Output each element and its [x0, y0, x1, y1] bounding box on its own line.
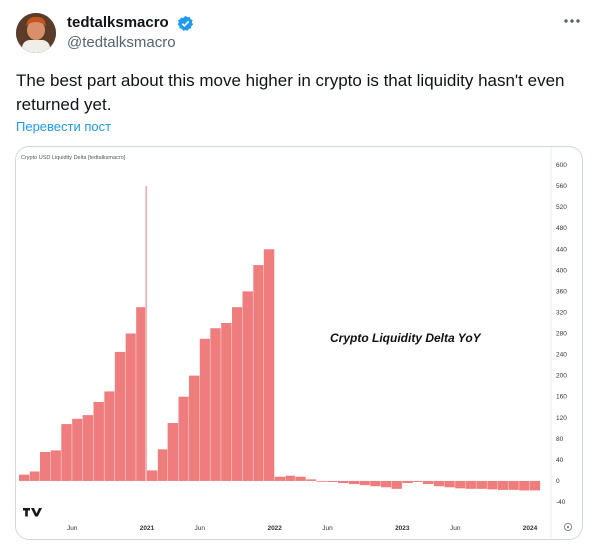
- y-tick-label: 440: [556, 246, 567, 253]
- chart-bar: [530, 480, 541, 491]
- x-tick-label: Jun: [195, 525, 206, 532]
- chart-bar: [402, 480, 413, 484]
- chart-bar: [348, 480, 360, 485]
- chart-bar: [114, 351, 126, 481]
- liquidity-delta-chart: Crypto USD Liquidity Delta [tedtalksmacr…: [19, 147, 573, 539]
- chart-bar: [221, 322, 232, 481]
- chart-bar: [455, 480, 466, 489]
- x-tick-label: Jun: [322, 525, 333, 532]
- chart-bar: [476, 480, 487, 489]
- chart-bar: [19, 474, 30, 481]
- chart-bar: [210, 328, 221, 481]
- author-name[interactable]: tedtalksmacro: [67, 14, 169, 31]
- more-options-icon[interactable]: [563, 12, 581, 30]
- chart-bar: [359, 480, 370, 486]
- chart-bar: [433, 480, 444, 487]
- chart-bar: [465, 480, 477, 489]
- x-tick-label: 2022: [267, 525, 282, 532]
- y-tick-label: 520: [556, 204, 567, 211]
- chart-bar: [497, 480, 509, 490]
- y-tick-label: 280: [556, 331, 567, 338]
- y-tick-label: 40: [556, 457, 564, 464]
- y-tick-label: 360: [556, 288, 567, 295]
- post-text: The best part about this move higher in …: [16, 71, 565, 114]
- chart-bar: [50, 450, 61, 481]
- y-tick-label: 320: [556, 309, 567, 316]
- chart-bar: [285, 475, 295, 481]
- chart-bar: [316, 480, 328, 482]
- chart-bar: [274, 476, 286, 481]
- chart-bar: [104, 391, 115, 481]
- x-tick-label: 2024: [523, 525, 538, 532]
- chart-bar: [391, 480, 402, 489]
- y-tick-label: 600: [556, 162, 567, 169]
- chart-title: Crypto USD Liquidity Delta [tedtalksmacr…: [21, 155, 126, 161]
- x-tick-label: 2021: [140, 525, 155, 532]
- y-tick-label: 0: [556, 478, 560, 485]
- chart-bar: [242, 291, 253, 481]
- chart-bar: [167, 423, 179, 481]
- chart-bar: [61, 424, 72, 481]
- y-tick-label: 120: [556, 415, 567, 422]
- chart-bar: [337, 480, 349, 484]
- chart-bar: [145, 186, 147, 481]
- tradingview-logo-icon: [23, 508, 42, 517]
- chart-bar: [93, 401, 104, 481]
- chart-annotation: Crypto Liquidity Delta YoY: [330, 331, 482, 345]
- avatar[interactable]: [16, 13, 56, 53]
- y-tick-label: 480: [556, 225, 567, 232]
- chart-bar: [82, 415, 94, 481]
- x-tick-label: Jun: [450, 525, 461, 532]
- y-axis-ticks: 6005605204804404003603202802402001601208…: [556, 162, 567, 506]
- y-tick-label: 400: [556, 267, 567, 274]
- bars-group: [19, 186, 541, 491]
- y-tick-label: 240: [556, 352, 567, 359]
- y-tick-label: 80: [556, 436, 564, 443]
- chart-bar: [422, 480, 434, 485]
- chart-bar: [370, 480, 381, 487]
- chart-bar: [188, 375, 200, 481]
- chart-bar: [487, 480, 498, 490]
- chart-bar: [136, 307, 146, 481]
- chart-bar: [29, 471, 40, 481]
- chart-bar: [157, 449, 168, 481]
- y-tick-label: 560: [556, 183, 567, 190]
- chart-bar: [519, 480, 530, 491]
- x-tick-label: Jun: [67, 525, 78, 532]
- chart-bar: [253, 265, 264, 481]
- x-axis-ticks: Jun 2021 Jun 2022 Jun 2023 Jun 2024: [67, 525, 538, 532]
- chart-bar: [199, 338, 210, 481]
- chart-bar: [381, 480, 392, 488]
- chart-bar: [178, 396, 189, 481]
- chart-bar: [72, 418, 83, 481]
- chart-bar: [444, 480, 455, 488]
- chart-bar: [508, 480, 519, 490]
- chart-bar: [306, 479, 317, 481]
- chart-bar: [327, 480, 338, 482]
- chart-bar: [147, 470, 158, 481]
- verified-badge-icon: [177, 15, 194, 31]
- chart-bar: [295, 476, 306, 481]
- chart-bar: [39, 451, 51, 481]
- chart-bar: [232, 307, 243, 481]
- y-tick-label: -40: [556, 499, 566, 506]
- translate-post-link[interactable]: Перевести пост: [16, 119, 112, 134]
- y-tick-label: 200: [556, 373, 567, 380]
- y-tick-label: 160: [556, 394, 567, 401]
- x-tick-label: 2023: [395, 525, 410, 532]
- settings-icon[interactable]: [563, 522, 573, 532]
- chart-image[interactable]: Crypto USD Liquidity Delta [tedtalksmacr…: [15, 146, 583, 540]
- chart-bar: [125, 333, 136, 481]
- author-handle[interactable]: @tedtalksmacro: [67, 34, 176, 51]
- chart-bar: [413, 480, 423, 482]
- chart-bar: [263, 249, 275, 481]
